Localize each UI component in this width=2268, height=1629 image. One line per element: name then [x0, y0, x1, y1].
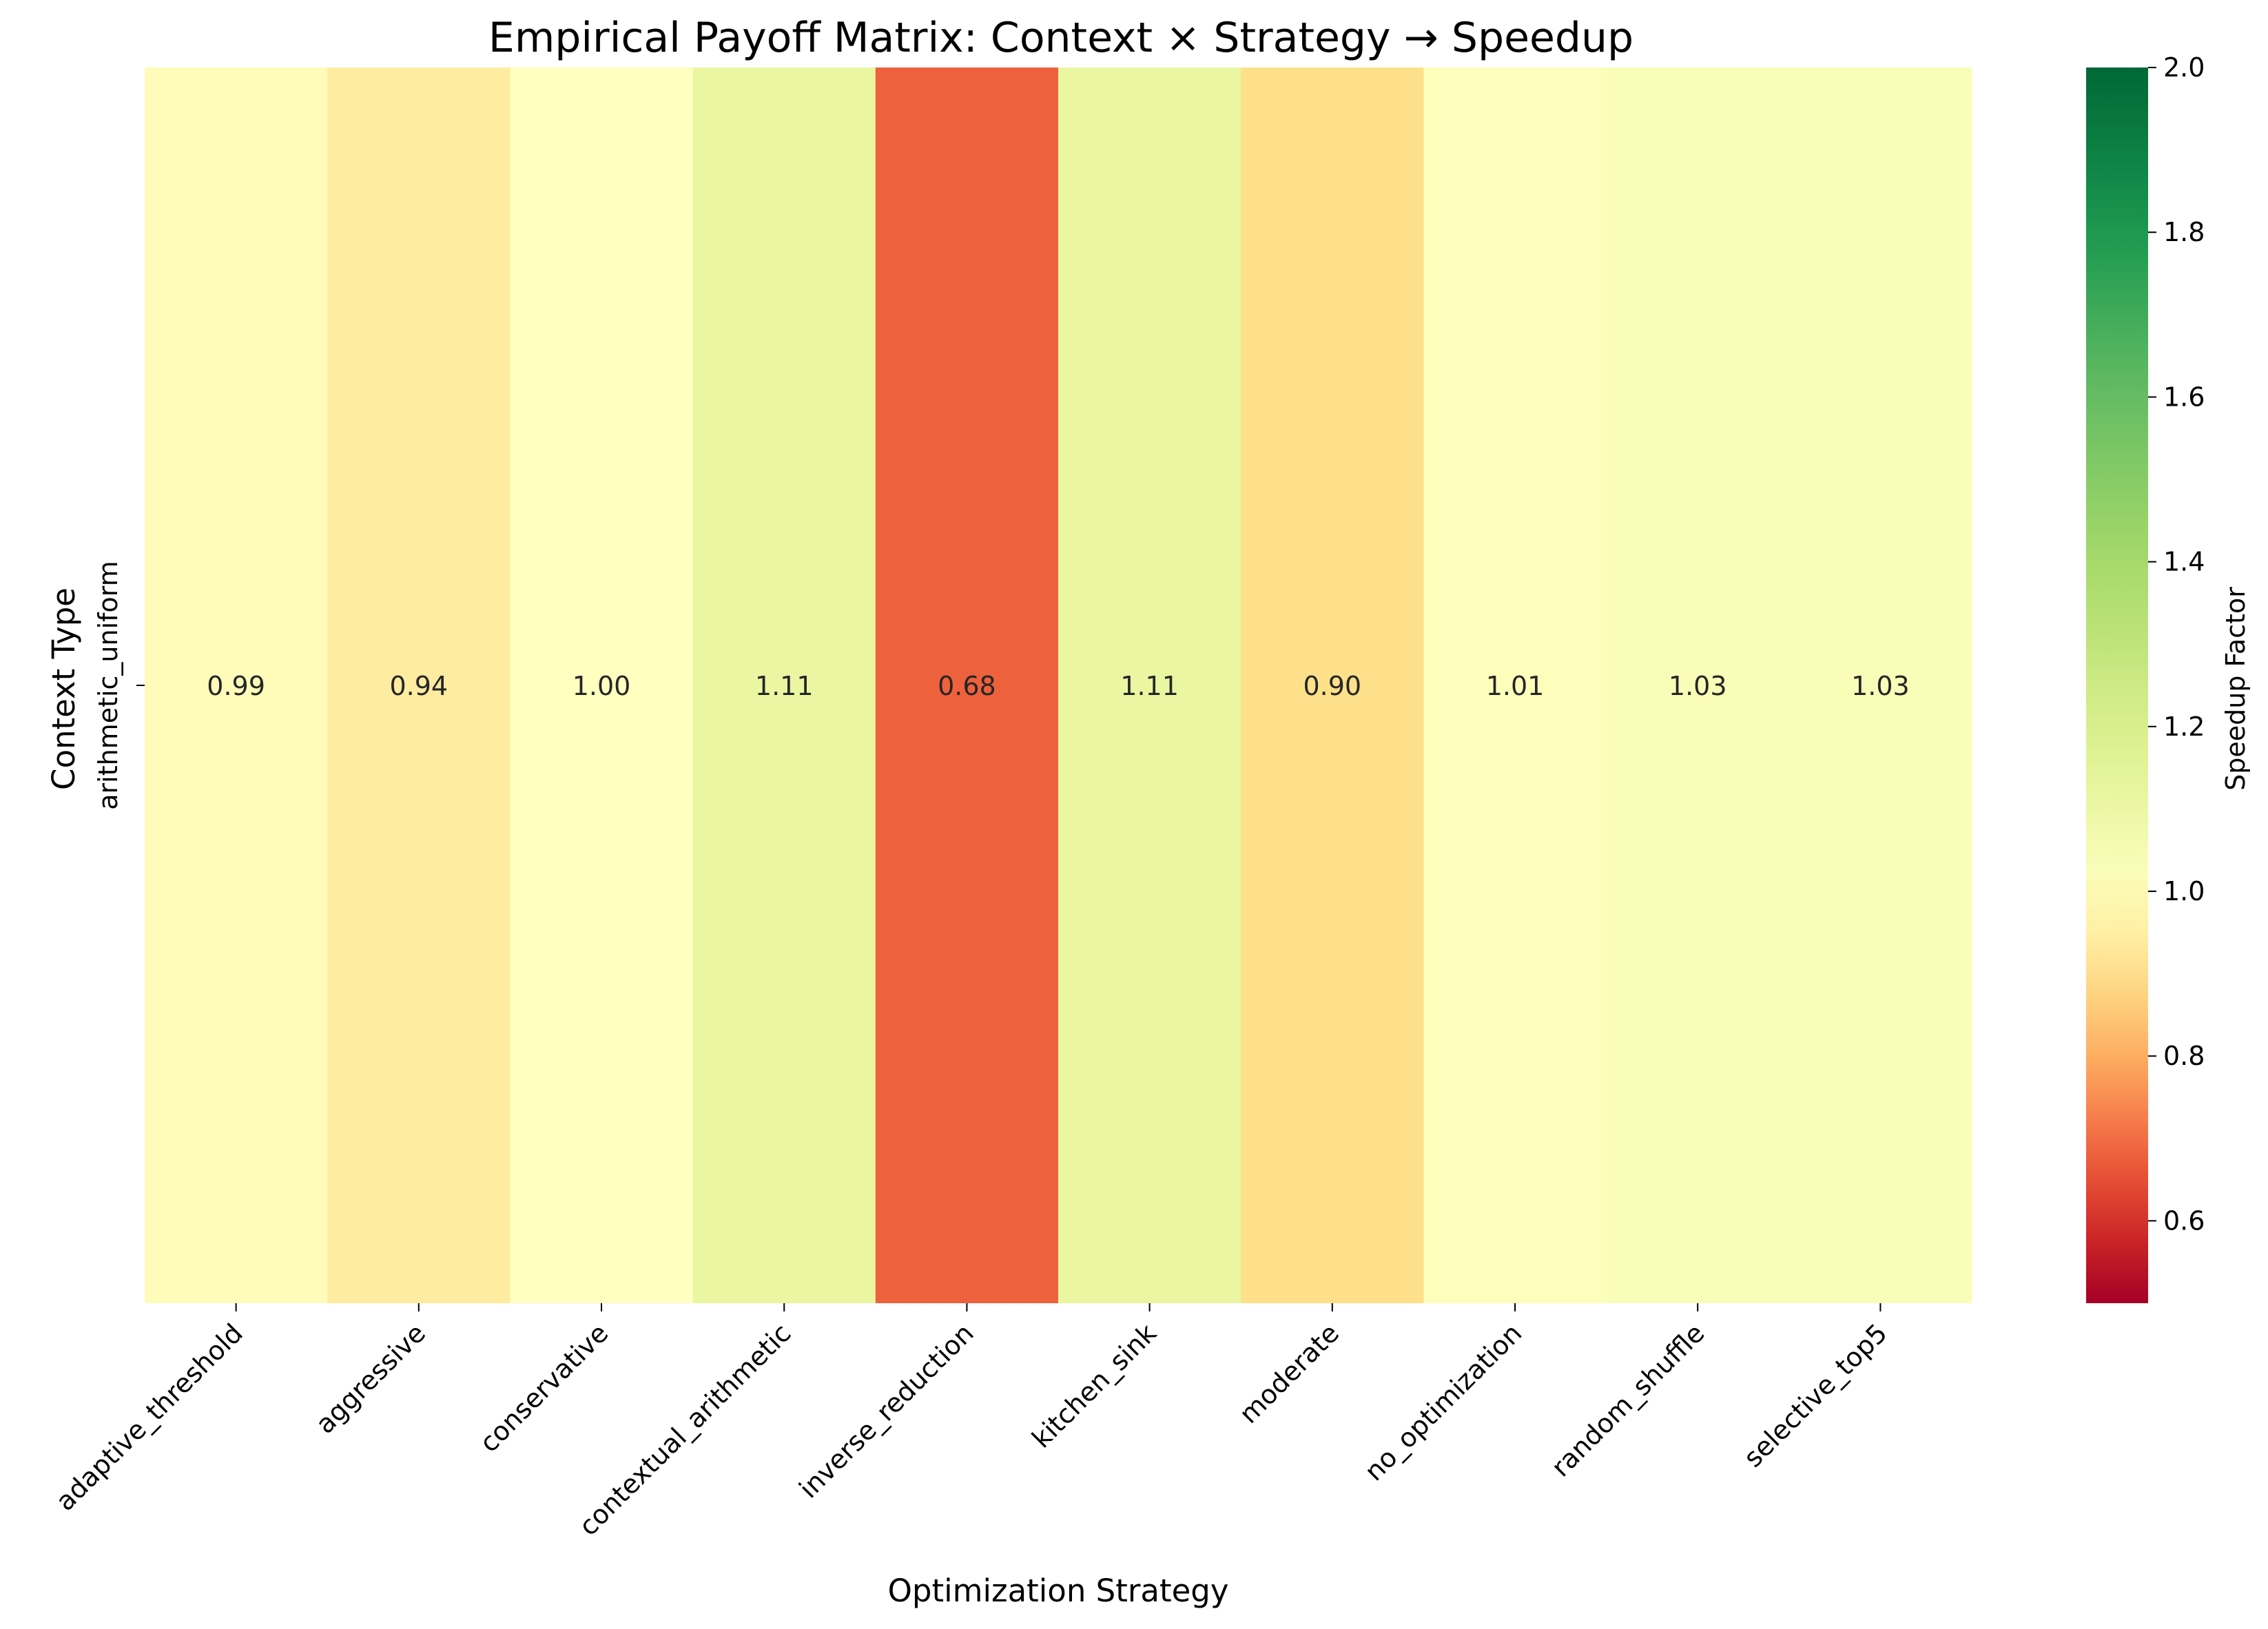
colorbar-tick-label: 0.8: [2163, 1041, 2205, 1071]
x-tick-label: aggressive: [310, 1318, 432, 1440]
colorbar-gradient: [2086, 68, 2148, 1303]
heatmap-cell: [1606, 68, 1790, 1303]
colorbar-tick-label: 1.0: [2163, 876, 2205, 906]
heatmap-cell: [327, 68, 511, 1303]
x-tick-label: inverse_reduction: [793, 1318, 979, 1504]
colorbar-tick-label: 1.8: [2163, 217, 2205, 247]
cell-value-label: 1.03: [1851, 671, 1910, 701]
x-tick-label: selective_top5: [1738, 1318, 1893, 1473]
cell-value-label: 1.11: [1120, 671, 1179, 701]
cell-value-label: 1.01: [1486, 671, 1545, 701]
colorbar-tick-label: 0.6: [2163, 1205, 2205, 1236]
colorbar-tick-label: 2.0: [2163, 52, 2205, 83]
colorbar-tick-label: 1.4: [2163, 547, 2205, 577]
cell-value-label: 1.00: [573, 671, 631, 701]
y-axis-label: Context Type: [45, 588, 82, 790]
x-axis-label: Optimization Strategy: [888, 1573, 1229, 1609]
y-tick-label: arithmetic_uniform: [93, 561, 123, 810]
x-tick-label: adaptive_threshold: [50, 1318, 249, 1517]
x-tick-label: random_shuffle: [1545, 1318, 1710, 1482]
x-tick-label: conservative: [474, 1318, 615, 1458]
heatmap-cell: [1241, 68, 1424, 1303]
heatmap-cells: 0.99 0.94 1.00 1.11 0.68 1.11 0.90 1.01 1.03 1.03: [145, 68, 1972, 1303]
colorbar-tick-label: 1.2: [2163, 712, 2205, 742]
x-axis-ticks: adaptive_threshold aggressive conservative…: [50, 1303, 1893, 1542]
colorbar-label: Speedup Factor: [2220, 587, 2251, 791]
x-tick-label: no_optimization: [1359, 1318, 1527, 1486]
cell-value-label: 0.68: [938, 671, 996, 701]
heatmap-cell: [145, 68, 328, 1303]
y-axis-ticks: arithmetic_uniform: [93, 561, 145, 810]
cell-value-label: 0.90: [1303, 671, 1361, 701]
x-tick-label: kitchen_sink: [1026, 1318, 1162, 1454]
cell-value-label: 1.03: [1669, 671, 1727, 701]
x-tick-label: moderate: [1233, 1318, 1345, 1429]
heatmap-cell: [510, 68, 694, 1303]
cell-value-label: 0.94: [389, 671, 448, 701]
heatmap-cell: [1423, 68, 1607, 1303]
colorbar: 0.6 0.8 1.0 1.2 1.4 1.6 1.8 2.0: [2086, 52, 2205, 1303]
chart-title: Empirical Payoff Matrix: Context × Strat…: [488, 14, 1633, 62]
cell-value-label: 1.11: [755, 671, 814, 701]
x-tick-label: contextual_arithmetic: [573, 1318, 797, 1542]
heatmap-cell: [1788, 68, 1972, 1303]
colorbar-tick-label: 1.6: [2163, 382, 2205, 412]
heatmap-cell: [1058, 68, 1241, 1303]
cell-value-label: 0.99: [207, 671, 265, 701]
heatmap-cell: [692, 68, 876, 1303]
heatmap-cell: [875, 68, 1059, 1303]
